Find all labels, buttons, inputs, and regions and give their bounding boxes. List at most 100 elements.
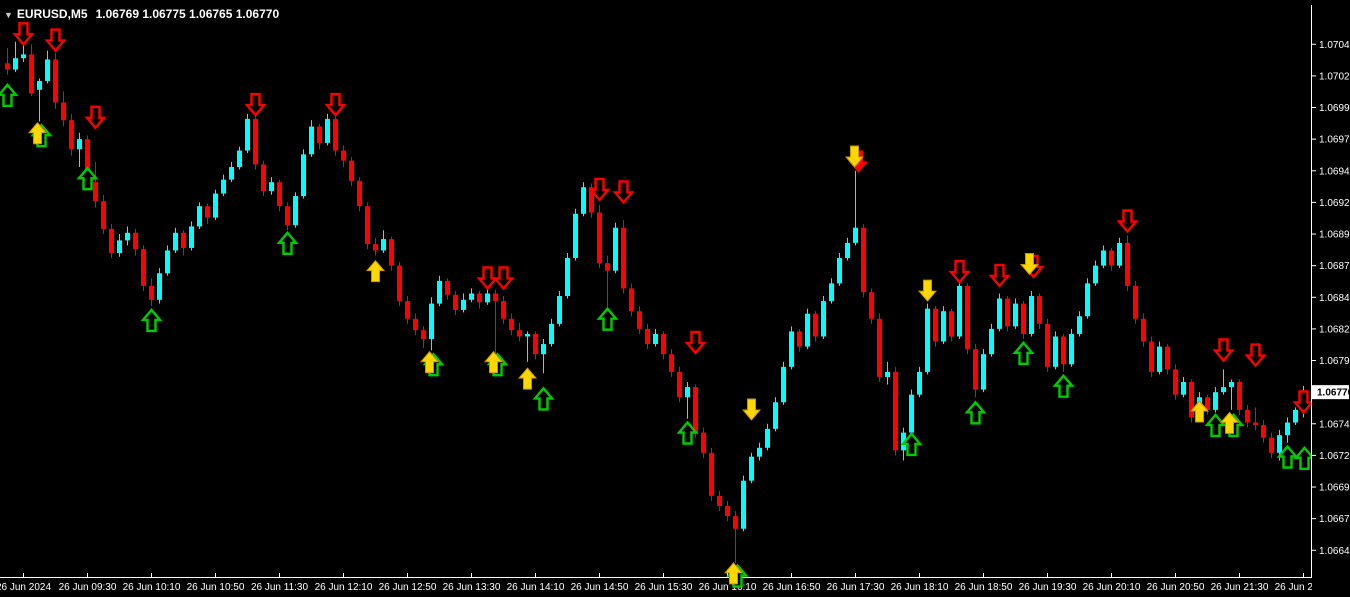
price-tick [1311,138,1316,140]
bear-candle [1141,318,1146,342]
bear-candle [1205,397,1210,410]
bear-candle [1261,425,1266,438]
time-label: 26 Jun 20:10 [1083,582,1141,593]
bear-candle [629,288,634,312]
bull-candle [765,428,770,448]
bear-candle [453,294,458,310]
bull-candle [13,58,18,70]
bull-candle [909,394,914,433]
bear-candle [1125,242,1130,286]
bull-candle [549,323,554,345]
bear-candle [1109,250,1114,266]
price-tick [1311,518,1316,520]
bear-candle [253,118,258,165]
bid-price-box [1312,385,1349,400]
sell-arrow-icon [988,263,1011,288]
bull-candle [957,285,962,337]
time-label: 26 Jun 16:50 [763,582,821,593]
bull-candle [1085,283,1090,317]
time-tick [1175,573,1176,577]
bear-candle [637,311,642,329]
sell-arrow-icon [948,259,971,284]
bull-candle [1285,422,1290,436]
bear-candle [597,212,602,264]
bull-candle [829,283,834,302]
bull-candle [437,280,442,304]
yellow-up-arrow-icon [365,259,386,283]
time-label: 26 Jun 18:50 [955,582,1013,593]
yellow-up-arrow-icon [483,350,504,374]
buy-arrow-icon [1052,373,1075,398]
price-label: 1.06745 [1319,419,1350,430]
bear-candle [5,63,10,70]
bull-candle [749,456,754,481]
bear-candle [1021,303,1026,334]
bear-candle [101,201,106,229]
bull-candle [773,402,778,429]
price-tick [1311,201,1316,203]
buy-arrow-icon [140,308,163,333]
price-tick [1311,360,1316,362]
bull-candle [557,296,562,324]
price-tick [1311,43,1316,45]
bull-candle [1157,346,1162,372]
bull-candle [485,293,490,303]
time-tick [215,573,216,577]
time-label: 26 Jun 15:30 [635,582,693,593]
bear-candle [357,180,362,207]
price-label: 1.06795 [1319,356,1350,367]
time-tick [1047,573,1048,577]
time-label: 26 Jun 10:50 [187,582,245,593]
bear-candle [677,371,682,398]
bear-candle [1245,409,1250,423]
price-label: 1.06845 [1319,293,1350,304]
bear-candle [965,285,970,350]
bear-candle [869,292,874,319]
bear-candle [341,150,346,161]
time-tick [151,573,152,577]
bear-candle [797,331,802,347]
time-label: 26 Jun 12:50 [379,582,437,593]
buy-arrow-icon [1012,340,1035,365]
bear-candle [725,506,730,517]
bull-candle [685,387,690,398]
candle-wick [1255,407,1256,431]
bull-candle [165,250,170,274]
bull-candle [917,371,922,395]
bull-candle [245,118,250,151]
bear-candle [261,164,266,192]
time-axis-line [0,577,1350,578]
bull-candle [525,333,530,337]
bear-candle [877,318,882,377]
price-tick [1311,454,1316,456]
buy-arrow-icon [276,230,299,256]
bull-candle [237,150,242,167]
time-tick [87,573,88,577]
price-tick [1311,486,1316,488]
candle-wick [15,41,16,73]
bull-candle [981,354,986,390]
bear-candle [669,354,674,372]
bid-price-label: 1.06770 [1317,388,1350,399]
bear-candle [1037,296,1042,324]
sell-arrow-icon [684,330,707,355]
bull-candle [1213,392,1218,410]
bull-candle [229,166,234,180]
time-label: 26 Jun 14:50 [571,582,629,593]
price-tick [1311,549,1316,551]
bear-candle [141,249,146,286]
time-label: 26 Jun 22:10 [1275,582,1333,593]
quick-trade-dropdown-icon[interactable]: ▼ [4,10,13,20]
buy-arrow-icon [76,166,99,191]
symbol-timeframe-label: EURUSD,M5 [16,7,88,21]
time-label: 26 Jun 2024 [0,582,51,593]
time-tick [983,573,984,577]
bear-candle [373,244,378,251]
sell-arrow-icon [588,177,611,202]
buy-arrow-icon [532,386,555,411]
price-tick [1311,107,1316,109]
bear-candle [349,160,354,181]
price-tick [1311,328,1316,330]
